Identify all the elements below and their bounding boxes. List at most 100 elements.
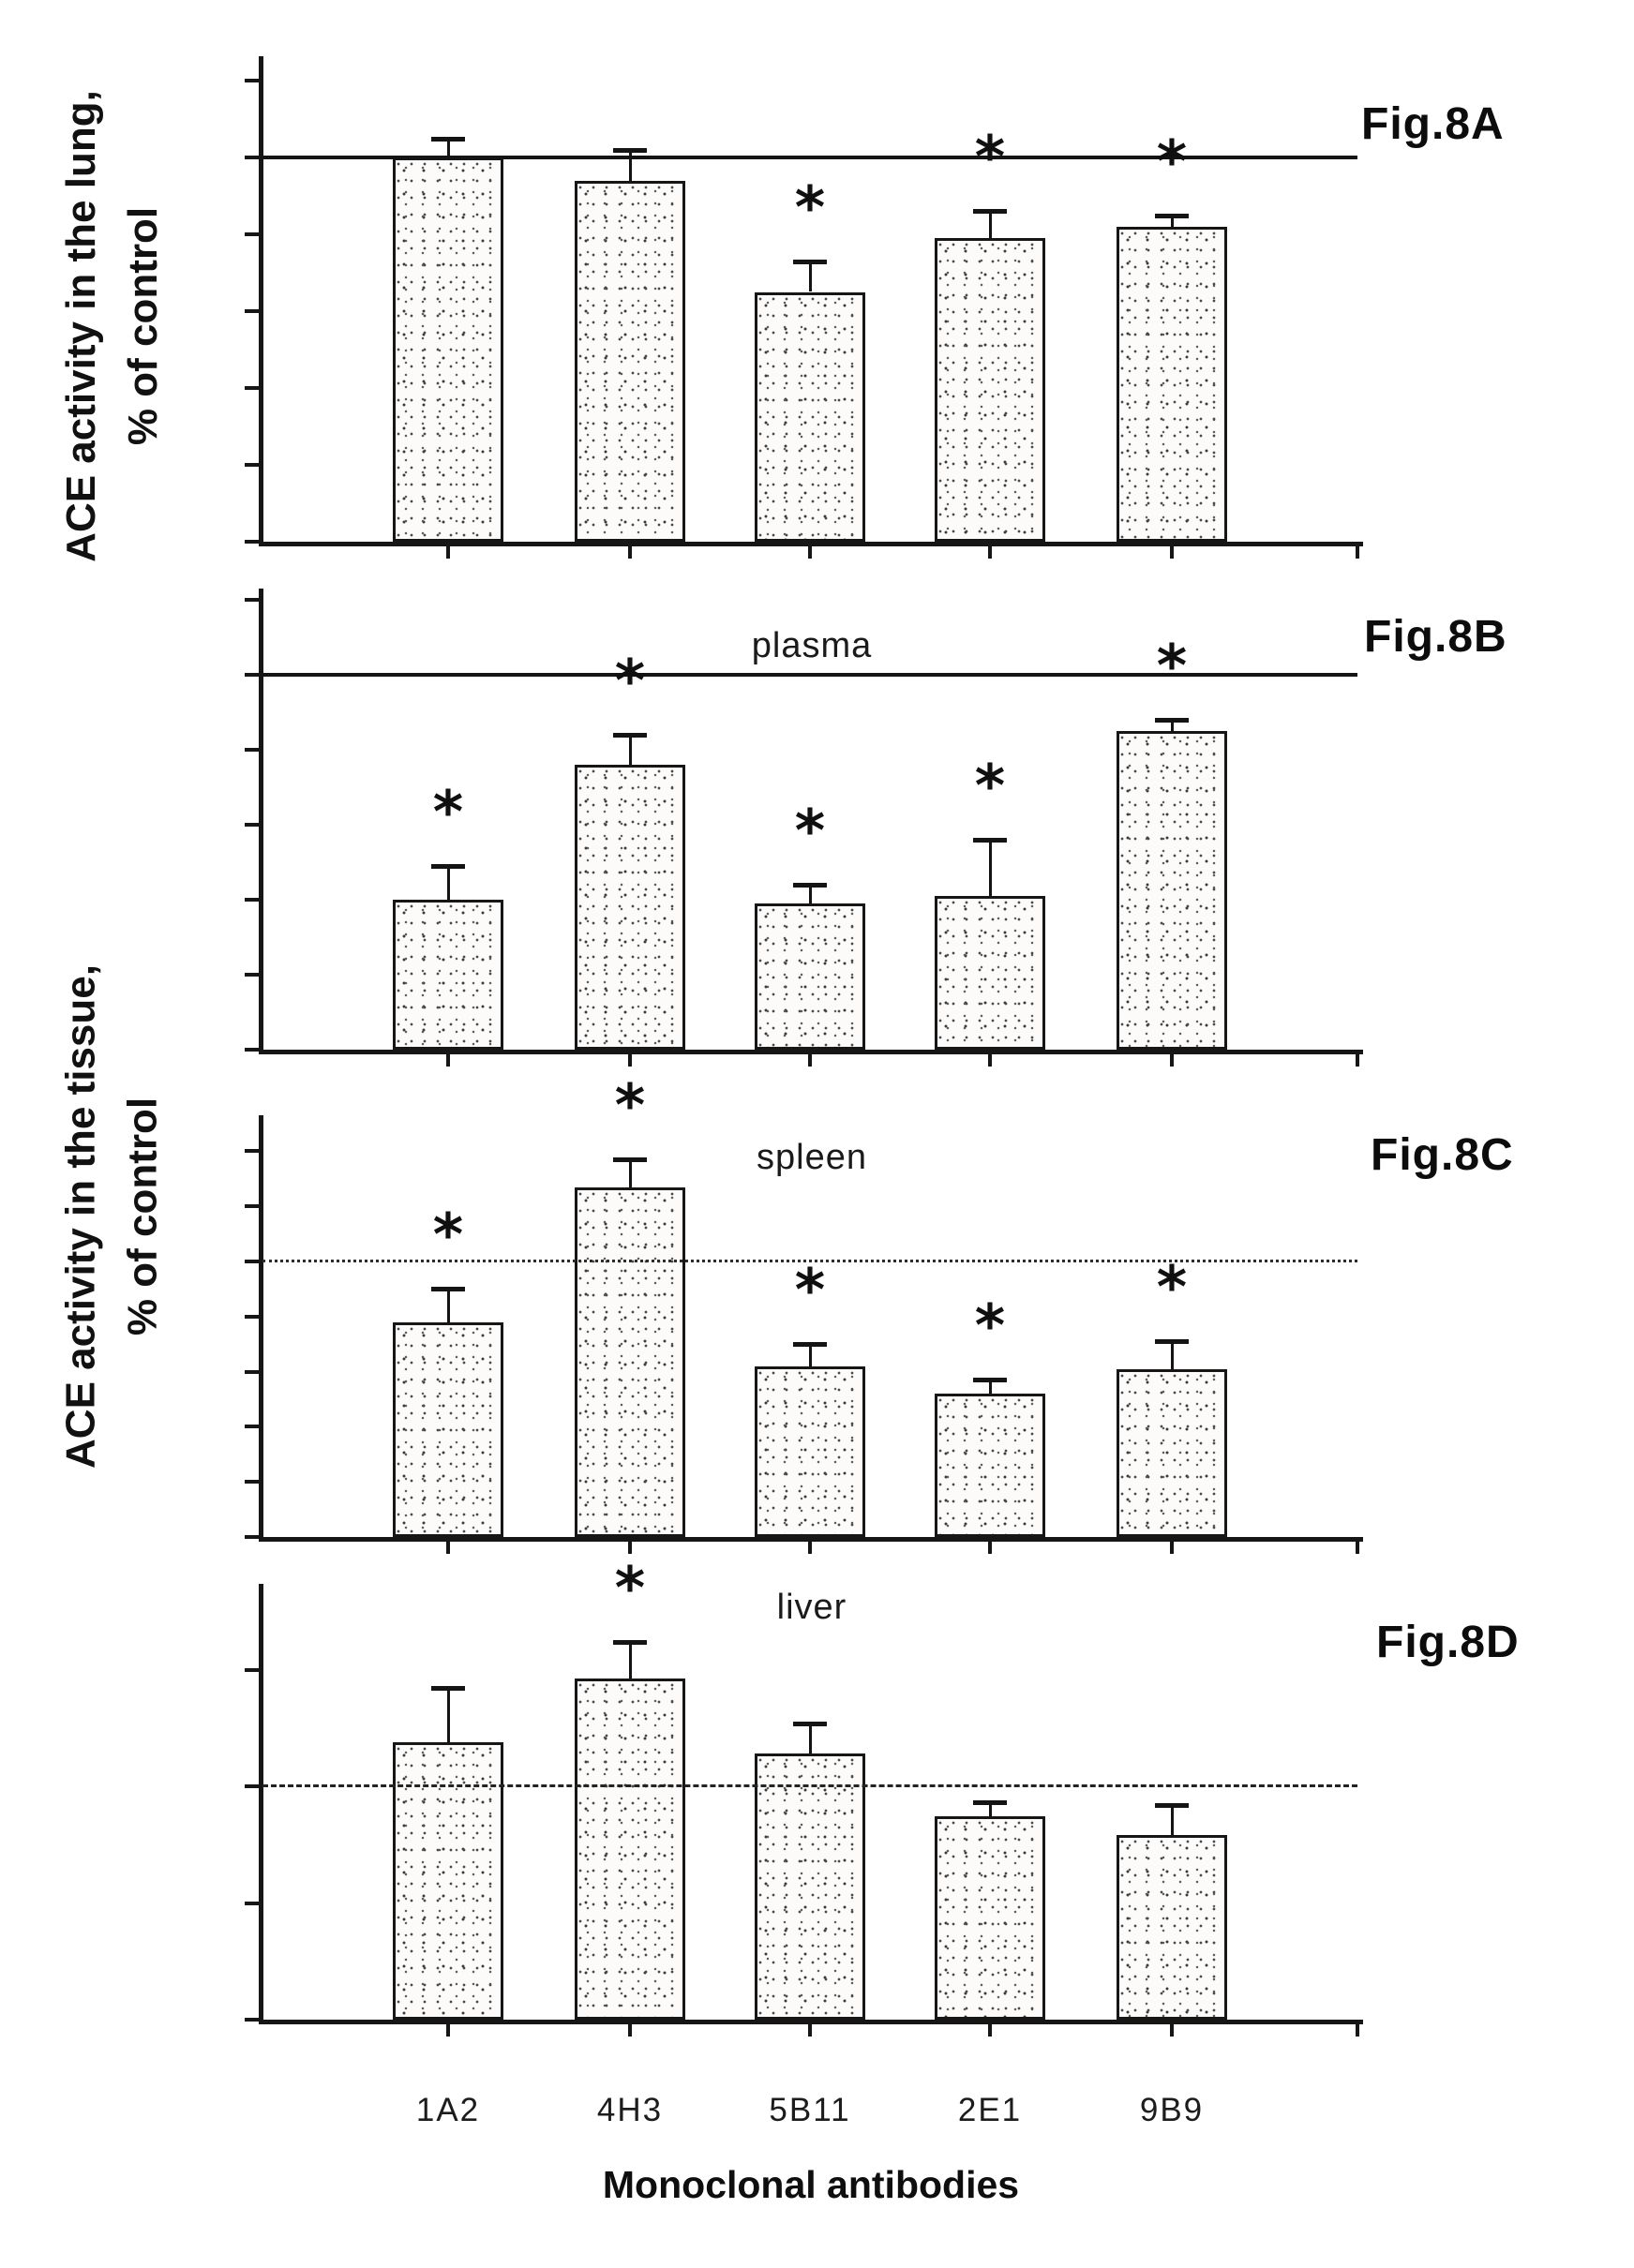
y-tick-Fig.8C-140 (245, 1149, 259, 1154)
error-bar-line-spleen-4H3 (629, 1159, 632, 1187)
error-bar-cap-liver-9B9 (1155, 1802, 1189, 1808)
y-tick-Fig.8A-60 (245, 309, 259, 313)
category-label-9B9: 9B9 (1139, 2092, 1205, 2128)
significance-star-spleen-1A2: * (432, 1201, 464, 1270)
x-tick-Fig.8A-5 (1356, 546, 1359, 559)
error-bar-line-lung-9B9 (1171, 215, 1174, 227)
error-bar-cap-lung-9B9 (1155, 213, 1189, 218)
error-bar-cap-spleen-1A2 (431, 1287, 465, 1292)
error-bar-cap-lung-2E1 (973, 209, 1007, 215)
y-axis-line-Fig.8D (259, 1584, 263, 2024)
y-tick-Fig.8C-20 (245, 1480, 259, 1485)
y-tick-Fig.8B-20 (245, 973, 259, 977)
y-tick-Fig.8B-80 (245, 748, 259, 752)
error-bar-cap-plasma-1A2 (431, 864, 465, 869)
significance-star-plasma-2E1: * (974, 752, 1006, 820)
x-tick-Fig.8C-3 (988, 1542, 992, 1554)
y-axis-label-tissue-line1: ACE activity in the tissue, (57, 964, 104, 1469)
error-bar-cap-liver-5B11 (793, 1721, 827, 1726)
y-axis-line-Fig.8A (259, 56, 263, 546)
bar-lung-1A2 (393, 157, 503, 542)
bar-lung-4H3 (575, 180, 685, 542)
y-tick-Fig.8D-100 (245, 1784, 259, 1788)
error-bar-cap-plasma-9B9 (1155, 718, 1189, 723)
bar-liver-5B11 (755, 1753, 865, 2020)
error-bar-cap-spleen-9B9 (1155, 1339, 1189, 1345)
error-bar-cap-plasma-4H3 (613, 733, 647, 738)
x-tick-Fig.8D-5 (1356, 2024, 1359, 2037)
bar-lung-2E1 (935, 238, 1045, 542)
x-tick-Fig.8A-0 (446, 546, 450, 559)
y-tick-Fig.8D-0 (245, 2018, 259, 2022)
significance-star-plasma-1A2: * (432, 778, 464, 846)
significance-star-plasma-4H3: * (614, 647, 646, 715)
error-bar-line-plasma-1A2 (447, 866, 450, 900)
fig-label-Fig.8D: Fig.8D (1376, 1618, 1520, 1667)
error-bar-line-liver-2E1 (989, 1802, 992, 1817)
bar-lung-5B11 (755, 291, 865, 542)
significance-star-spleen-9B9: * (1156, 1253, 1188, 1322)
error-bar-line-liver-1A2 (447, 1688, 450, 1742)
category-label-5B11: 5B11 (769, 2092, 851, 2128)
x-tick-Fig.8B-2 (808, 1054, 812, 1067)
error-bar-line-plasma-5B11 (809, 885, 812, 903)
panel-title-plasma: plasma (751, 626, 873, 665)
x-tick-Fig.8D-4 (1170, 2024, 1174, 2037)
x-tick-Fig.8C-0 (446, 1542, 450, 1554)
error-bar-line-lung-2E1 (989, 211, 992, 239)
x-tick-Fig.8B-5 (1356, 1054, 1359, 1067)
y-axis-label-tissue: ACE activity in the tissue, % of control (51, 962, 174, 1472)
x-tick-Fig.8D-2 (808, 2024, 812, 2037)
y-tick-Fig.8A-120 (245, 79, 259, 82)
bar-spleen-1A2 (393, 1321, 503, 1537)
error-bar-line-spleen-5B11 (809, 1344, 812, 1366)
x-tick-Fig.8A-3 (988, 546, 992, 559)
bar-spleen-9B9 (1117, 1368, 1227, 1537)
error-bar-cap-spleen-4H3 (613, 1157, 647, 1163)
significance-star-plasma-5B11: * (794, 797, 826, 865)
x-tick-Fig.8A-4 (1170, 546, 1174, 559)
y-axis-label-lung-line1: ACE activity in the lung, (58, 90, 104, 562)
y-tick-Fig.8B-60 (245, 823, 259, 827)
error-bar-line-liver-4H3 (629, 1641, 632, 1679)
x-axis-line-Fig.8D (259, 2020, 1363, 2024)
significance-star-spleen-2E1: * (974, 1291, 1006, 1361)
error-bar-cap-spleen-2E1 (973, 1378, 1007, 1383)
x-tick-Fig.8C-4 (1170, 1542, 1174, 1554)
error-bar-line-plasma-4H3 (629, 735, 632, 765)
error-bar-line-spleen-9B9 (1171, 1341, 1174, 1369)
error-bar-cap-lung-4H3 (613, 147, 647, 153)
bar-spleen-2E1 (935, 1394, 1045, 1537)
error-bar-cap-liver-4H3 (613, 1639, 647, 1645)
error-bar-line-lung-4H3 (629, 149, 632, 181)
bar-lung-9B9 (1117, 226, 1227, 542)
bar-liver-1A2 (393, 1741, 503, 2020)
significance-star-spleen-4H3: * (614, 1071, 646, 1141)
bar-liver-2E1 (935, 1816, 1045, 2020)
fig-label-Fig.8C: Fig.8C (1371, 1130, 1514, 1180)
significance-star-lung-9B9: * (1156, 127, 1188, 196)
error-bar-line-spleen-2E1 (989, 1380, 992, 1395)
x-tick-Fig.8C-2 (808, 1542, 812, 1554)
x-axis-title: Monoclonal antibodies (602, 2163, 1020, 2206)
x-axis-line-Fig.8C (259, 1537, 1363, 1542)
fig-label-Fig.8A: Fig.8A (1361, 99, 1505, 149)
control-reference-line-Fig.8A (262, 156, 1357, 159)
category-label-1A2: 1A2 (415, 2092, 481, 2128)
x-tick-Fig.8C-1 (628, 1542, 632, 1554)
y-tick-Fig.8A-40 (245, 386, 259, 390)
error-bar-line-lung-5B11 (809, 261, 812, 292)
error-bar-cap-liver-2E1 (973, 1800, 1007, 1806)
y-tick-Fig.8C-40 (245, 1425, 259, 1429)
x-tick-Fig.8A-2 (808, 546, 812, 559)
y-axis-line-Fig.8C (259, 1115, 263, 1542)
error-bar-line-plasma-9B9 (1171, 720, 1174, 731)
x-tick-Fig.8B-3 (988, 1054, 992, 1067)
y-axis-label-tissue-line2: % of control (119, 1097, 166, 1336)
y-tick-Fig.8B-40 (245, 898, 259, 902)
error-bar-line-lung-1A2 (447, 138, 450, 157)
x-tick-Fig.8B-1 (628, 1054, 632, 1067)
y-tick-Fig.8A-20 (245, 463, 259, 467)
x-tick-Fig.8C-5 (1356, 1542, 1359, 1554)
